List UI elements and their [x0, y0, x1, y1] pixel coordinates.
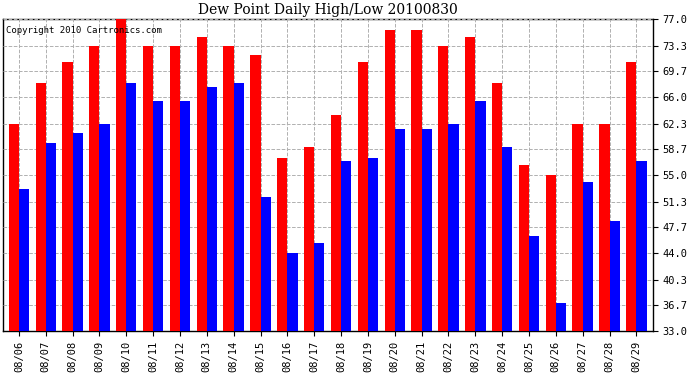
- Bar: [9, 123, 19, 375]
- Bar: [261, 196, 270, 375]
- Bar: [357, 62, 368, 375]
- Bar: [250, 55, 261, 375]
- Bar: [422, 129, 432, 375]
- Bar: [519, 165, 529, 375]
- Bar: [116, 20, 126, 375]
- Bar: [207, 87, 217, 375]
- Bar: [556, 303, 566, 375]
- Bar: [448, 123, 459, 375]
- Bar: [341, 161, 351, 375]
- Text: Copyright 2010 Cartronics.com: Copyright 2010 Cartronics.com: [6, 26, 162, 34]
- Bar: [62, 62, 72, 375]
- Bar: [411, 30, 422, 375]
- Bar: [465, 37, 475, 375]
- Bar: [277, 158, 287, 375]
- Bar: [384, 30, 395, 375]
- Bar: [600, 123, 609, 375]
- Bar: [287, 253, 297, 375]
- Bar: [609, 221, 620, 375]
- Bar: [438, 46, 449, 375]
- Title: Dew Point Daily High/Low 20100830: Dew Point Daily High/Low 20100830: [198, 3, 457, 17]
- Bar: [573, 123, 582, 375]
- Bar: [304, 147, 314, 375]
- Bar: [582, 182, 593, 375]
- Bar: [314, 243, 324, 375]
- Bar: [234, 83, 244, 375]
- Bar: [492, 83, 502, 375]
- Bar: [89, 46, 99, 375]
- Bar: [35, 83, 46, 375]
- Bar: [143, 46, 153, 375]
- Bar: [627, 62, 636, 375]
- Bar: [475, 101, 486, 375]
- Bar: [197, 37, 207, 375]
- Bar: [636, 161, 647, 375]
- Bar: [72, 133, 83, 375]
- Bar: [170, 46, 180, 375]
- Bar: [546, 175, 556, 375]
- Bar: [529, 236, 539, 375]
- Bar: [502, 147, 513, 375]
- Bar: [368, 158, 378, 375]
- Bar: [180, 101, 190, 375]
- Bar: [99, 123, 110, 375]
- Bar: [46, 143, 56, 375]
- Bar: [224, 46, 234, 375]
- Bar: [126, 83, 137, 375]
- Bar: [331, 115, 341, 375]
- Bar: [19, 189, 29, 375]
- Bar: [153, 101, 164, 375]
- Bar: [395, 129, 405, 375]
